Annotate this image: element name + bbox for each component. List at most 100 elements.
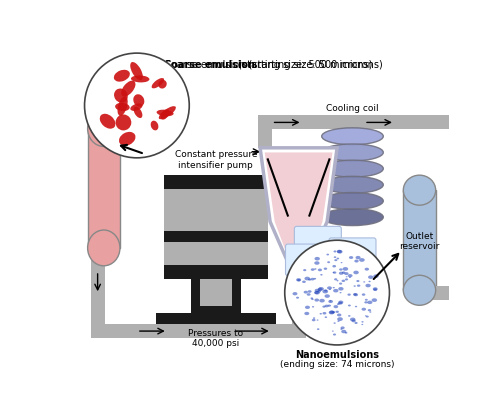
- Ellipse shape: [322, 177, 384, 194]
- Ellipse shape: [322, 306, 326, 308]
- Ellipse shape: [345, 279, 348, 281]
- Ellipse shape: [354, 271, 359, 275]
- Ellipse shape: [314, 291, 318, 294]
- Ellipse shape: [329, 311, 334, 315]
- Ellipse shape: [372, 298, 377, 302]
- Circle shape: [84, 54, 190, 158]
- Ellipse shape: [340, 262, 342, 264]
- Text: Outlet
reservoir: Outlet reservoir: [400, 231, 440, 250]
- Ellipse shape: [354, 294, 358, 296]
- Ellipse shape: [368, 281, 370, 283]
- Ellipse shape: [341, 330, 346, 333]
- Ellipse shape: [339, 283, 342, 285]
- Bar: [258, 116, 272, 149]
- Ellipse shape: [404, 275, 436, 305]
- Ellipse shape: [332, 330, 334, 332]
- Ellipse shape: [336, 311, 339, 313]
- Ellipse shape: [366, 284, 371, 288]
- Ellipse shape: [314, 299, 319, 302]
- Ellipse shape: [130, 63, 143, 81]
- Ellipse shape: [327, 287, 332, 290]
- Ellipse shape: [318, 269, 322, 272]
- Ellipse shape: [337, 318, 343, 321]
- Ellipse shape: [316, 320, 318, 321]
- Bar: [164, 242, 268, 265]
- Ellipse shape: [131, 76, 150, 83]
- Bar: [474, 116, 487, 287]
- Ellipse shape: [324, 317, 327, 318]
- Ellipse shape: [304, 312, 310, 315]
- Ellipse shape: [334, 322, 336, 324]
- Bar: [191, 279, 241, 313]
- Ellipse shape: [348, 305, 351, 307]
- Ellipse shape: [373, 289, 377, 291]
- Ellipse shape: [338, 302, 342, 305]
- Ellipse shape: [338, 301, 344, 304]
- Bar: [200, 279, 232, 306]
- Text: Coarse emulsion: Coarse emulsion: [164, 60, 255, 70]
- Ellipse shape: [302, 281, 306, 283]
- Ellipse shape: [332, 272, 334, 273]
- Ellipse shape: [328, 300, 333, 303]
- Ellipse shape: [340, 326, 344, 329]
- Ellipse shape: [134, 95, 144, 107]
- Bar: [164, 231, 268, 242]
- Polygon shape: [260, 149, 337, 271]
- Ellipse shape: [336, 280, 338, 282]
- Ellipse shape: [332, 287, 335, 289]
- Ellipse shape: [348, 274, 352, 277]
- Ellipse shape: [362, 324, 363, 325]
- Ellipse shape: [348, 294, 351, 296]
- Ellipse shape: [353, 293, 357, 296]
- Ellipse shape: [114, 70, 130, 83]
- Bar: [90, 324, 302, 338]
- Bar: [88, 129, 120, 248]
- Ellipse shape: [368, 309, 371, 311]
- Ellipse shape: [329, 289, 331, 290]
- Ellipse shape: [314, 262, 320, 265]
- Ellipse shape: [365, 299, 368, 301]
- Ellipse shape: [327, 262, 330, 264]
- Ellipse shape: [332, 265, 336, 268]
- Ellipse shape: [337, 303, 340, 305]
- Ellipse shape: [367, 301, 372, 305]
- Ellipse shape: [334, 260, 338, 262]
- Ellipse shape: [338, 321, 340, 322]
- Ellipse shape: [88, 111, 120, 147]
- Ellipse shape: [318, 288, 322, 291]
- Circle shape: [284, 241, 390, 345]
- Ellipse shape: [303, 269, 306, 271]
- Ellipse shape: [362, 321, 364, 323]
- Ellipse shape: [324, 305, 328, 308]
- Ellipse shape: [356, 256, 360, 260]
- Bar: [164, 265, 268, 279]
- Ellipse shape: [328, 305, 331, 307]
- Bar: [156, 313, 276, 324]
- FancyBboxPatch shape: [294, 227, 342, 260]
- Ellipse shape: [156, 111, 174, 117]
- Ellipse shape: [317, 290, 321, 293]
- Ellipse shape: [292, 292, 298, 296]
- Ellipse shape: [340, 328, 342, 330]
- Bar: [404, 191, 436, 290]
- Ellipse shape: [88, 230, 120, 266]
- Ellipse shape: [365, 315, 366, 317]
- Ellipse shape: [314, 257, 320, 261]
- Ellipse shape: [364, 268, 369, 271]
- Ellipse shape: [322, 161, 384, 178]
- Ellipse shape: [374, 275, 378, 278]
- Ellipse shape: [114, 89, 128, 103]
- Ellipse shape: [100, 115, 116, 129]
- Ellipse shape: [322, 145, 384, 162]
- Ellipse shape: [304, 277, 310, 281]
- Ellipse shape: [312, 319, 316, 322]
- Ellipse shape: [322, 193, 384, 210]
- Text: Pressures to
40,000 psi: Pressures to 40,000 psi: [188, 328, 244, 347]
- Ellipse shape: [354, 322, 358, 324]
- Ellipse shape: [311, 269, 314, 271]
- Ellipse shape: [158, 107, 176, 120]
- Bar: [90, 324, 104, 338]
- Ellipse shape: [355, 306, 357, 307]
- Ellipse shape: [346, 277, 348, 278]
- Text: Cooling coil: Cooling coil: [326, 103, 379, 112]
